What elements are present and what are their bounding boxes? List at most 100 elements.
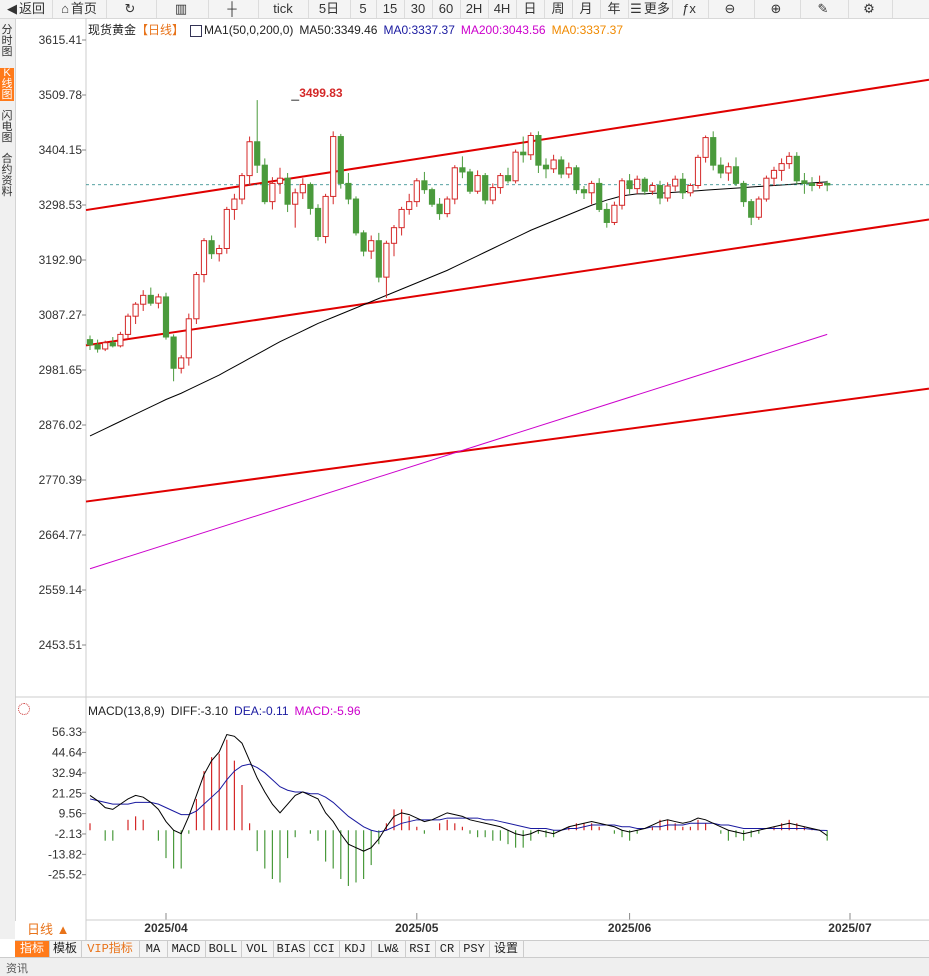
toolbar-item-18[interactable]: ƒx <box>672 0 709 18</box>
candle-body <box>740 182 747 203</box>
indicator-tab-1[interactable]: 模板 <box>49 941 82 957</box>
ma-settings-icon[interactable] <box>190 24 203 37</box>
toolbar-item-2[interactable]: ↻ <box>106 0 157 18</box>
toolbar-item-4[interactable]: ┼ <box>208 0 259 18</box>
candle-body <box>147 294 154 304</box>
toolbar-item-label: 15 <box>382 1 398 16</box>
y-tick-label: 3509.78 <box>39 88 83 102</box>
indicator-tab-10[interactable]: LW& <box>371 941 406 957</box>
candle-body <box>778 163 785 171</box>
candle-body <box>504 175 512 182</box>
toolbar-item-20[interactable]: ⊕ <box>754 0 801 18</box>
indicator-tab-3[interactable]: MA <box>139 941 168 957</box>
sidebar-item-2[interactable]: 闪电图 <box>1 110 13 144</box>
toolbar-item-16[interactable]: 年 <box>600 0 629 18</box>
indicator-tab-5[interactable]: BOLL <box>205 941 242 957</box>
sidebar-item-3[interactable]: 合约资料 <box>1 153 13 198</box>
toolbar-item-13[interactable]: 日 <box>516 0 545 18</box>
candle-body <box>550 159 557 170</box>
candle-body <box>178 357 185 369</box>
indicator-tab-13[interactable]: PSY <box>459 941 490 957</box>
y-tick-label: 3615.41 <box>39 33 83 47</box>
x-tick-label: 2025/05 <box>395 921 439 935</box>
toolbar-item-8[interactable]: 15 <box>376 0 405 18</box>
price-chart[interactable]: 3615.41 3509.78 3404.15 3298.53 3192.90 3087.… <box>0 0 929 940</box>
channel_upper <box>85 78 929 212</box>
candle-body <box>717 164 724 174</box>
toolbar-item-7[interactable]: 5 <box>350 0 377 18</box>
indicator-tab-6[interactable]: VOL <box>241 941 274 957</box>
indicator-tab-9[interactable]: KDJ <box>339 941 372 957</box>
y-tick-label: 2664.77 <box>39 528 83 542</box>
candle-body <box>307 183 314 209</box>
candle-body <box>398 208 405 229</box>
candle-body <box>580 189 588 194</box>
dea-line <box>89 763 828 833</box>
candle-body <box>238 175 246 200</box>
candle-body <box>710 137 717 166</box>
indicator-tab-12[interactable]: CR <box>435 941 460 957</box>
candle-body <box>573 167 580 191</box>
toolbar-item-6[interactable]: 5日 <box>308 0 351 18</box>
candle-body <box>482 175 489 201</box>
toolbar-item-5[interactable]: tick <box>258 0 309 18</box>
candle-body <box>603 208 610 223</box>
candle-body <box>269 182 276 203</box>
toolbar-item-label: 2H <box>465 1 483 16</box>
toolbar-item-3[interactable]: ▥ <box>156 0 209 18</box>
indicator-tab-8[interactable]: CCI <box>309 941 340 957</box>
candle-body <box>436 203 443 215</box>
candle-body <box>512 151 519 182</box>
high-annotation: 3499.83 <box>299 86 343 100</box>
toolbar-item-label: 4H <box>493 1 511 16</box>
toolbar-item-label: 首页 <box>70 1 97 16</box>
toolbar-item-label: 月 <box>579 1 593 16</box>
macd-settings-icon[interactable] <box>18 703 30 715</box>
candle-body <box>170 336 177 369</box>
candle-body <box>656 184 664 199</box>
footer-tab[interactable]: 资讯 <box>6 963 28 975</box>
indicator-tab-14[interactable]: 设置 <box>489 941 524 957</box>
toolbar-item-21[interactable]: ✎ <box>800 0 849 18</box>
ma50-line <box>89 181 828 437</box>
toolbar-item-22[interactable]: ⚙ <box>848 0 893 18</box>
candle-body <box>261 164 268 203</box>
range-button[interactable]: 日线 ▲ <box>15 921 85 939</box>
macd-name: MACD(13,8,9) <box>88 704 165 718</box>
indicator-tab-11[interactable]: RSI <box>405 941 436 957</box>
y-tick-label: 3298.53 <box>39 198 83 212</box>
period-label[interactable]: 【日线】 <box>136 23 185 37</box>
toolbar-item-1[interactable]: ⌂ 首页 <box>52 0 107 18</box>
toolbar-item-15[interactable]: 月 <box>572 0 601 18</box>
toolbar-item-label: tick <box>273 1 293 16</box>
indicator-tab-0[interactable]: 指标 <box>15 941 50 957</box>
candle-body <box>352 198 360 234</box>
toolbar-item-11[interactable]: 2H <box>460 0 489 18</box>
indicator-tab-7[interactable]: BIAS <box>273 941 310 957</box>
candle-body <box>428 189 436 205</box>
candle-body <box>413 180 420 203</box>
toolbar-item-10[interactable]: 60 <box>432 0 461 18</box>
indicator-tab-2[interactable]: VIP指标 <box>81 941 140 957</box>
toolbar-item-label: 更多 <box>643 1 670 16</box>
candle-body <box>284 177 291 205</box>
toolbar-item-19[interactable]: ⊖ <box>708 0 755 18</box>
draw-pen-icon: ✎ <box>817 1 829 16</box>
y-tick-label: 2981.65 <box>39 363 83 377</box>
candle-body <box>770 169 778 179</box>
macd-y-tick-label: 44.64 <box>52 746 82 760</box>
toolbar-item-label: 60 <box>438 1 454 16</box>
menu-icon: ☰ <box>630 1 642 16</box>
toolbar-item-12[interactable]: 4H <box>488 0 517 18</box>
footer-bar: 资讯 <box>0 957 929 976</box>
toolbar-item-9[interactable]: 30 <box>404 0 433 18</box>
candle-body <box>322 195 329 238</box>
toolbar-item-17[interactable]: ☰ 更多 <box>628 0 673 18</box>
sidebar-item-0[interactable]: 分时图 <box>1 24 13 58</box>
indicator-tab-4[interactable]: MACD <box>167 941 206 957</box>
toolbar-item-0[interactable]: ◀ 返回 <box>0 0 53 18</box>
toolbar-item-14[interactable]: 周 <box>544 0 573 18</box>
x-tick-label: 2025/07 <box>828 921 872 935</box>
zoom-in-icon: ⊕ <box>770 1 782 16</box>
